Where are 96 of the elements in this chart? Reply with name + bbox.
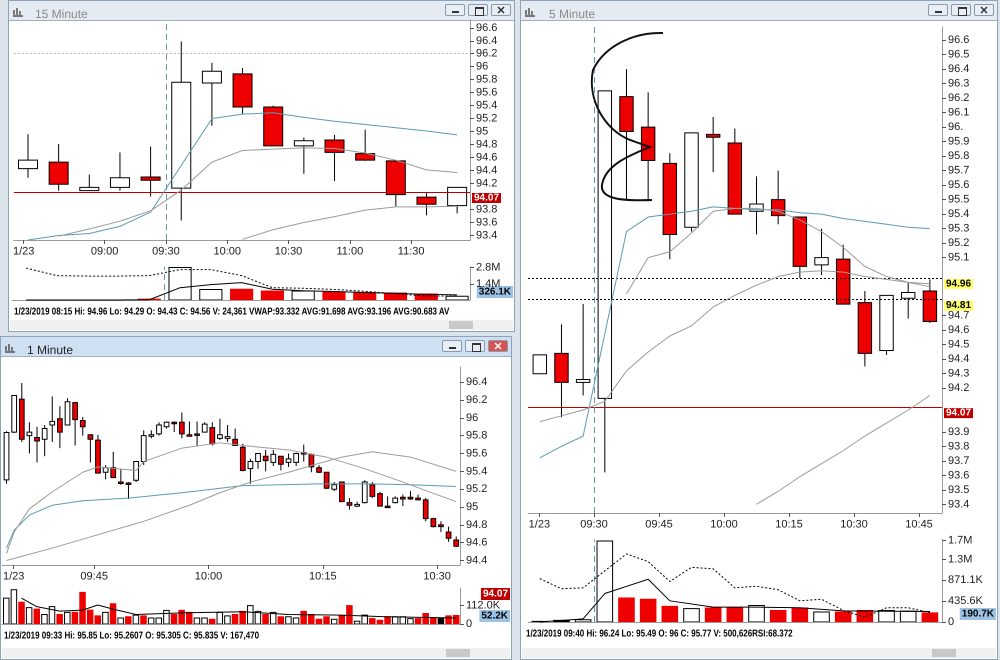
x-tick-label: 10:00 [710, 518, 738, 530]
x-tick-label: 09:00 [90, 246, 118, 258]
y-tick-label: 2.8M [476, 262, 500, 274]
x-tick-label: 10:15 [775, 518, 803, 530]
y-tick-label: 93.6 [948, 469, 970, 482]
y-tick-label: 94.6 [948, 324, 970, 336]
y-tick-label: 94.6 [466, 536, 488, 549]
y-tick-label: 95.8 [948, 150, 970, 162]
x-tick-label: 10:45 [905, 518, 933, 530]
x-tick-label: 09:30 [580, 518, 608, 530]
text: 326.1K [478, 286, 512, 298]
y-tick-label: 0 [948, 616, 954, 628]
y-tick-label: 95.6 [466, 448, 488, 460]
y-tick-label: 94.3 [948, 368, 970, 380]
x-tick-label: 10:30 [840, 518, 868, 530]
y-tick-label: 95.2 [948, 237, 970, 250]
y-tick-label: 93.4 [476, 229, 498, 242]
y-tick-label: 94.2 [476, 178, 498, 190]
y-tick-label: 95.4 [466, 465, 488, 478]
y-tick-label: 93.8 [948, 440, 970, 452]
text: 1/23/2019 08:15 Hi: 94.96 Lo: 94.29 O: 94.43 C: 94.56 V: 24,361 VWAP:93.332 AVG:91.698 AVG:93.196 AVG:90.683 AV [14, 305, 450, 317]
y-tick-label: 93.4 [948, 498, 970, 510]
y-tick-label: 94.2 [948, 382, 970, 394]
y-tick-label: 96.4 [466, 376, 488, 388]
y-tick-label: 94.6 [476, 152, 498, 164]
y-tick-label: 94.8 [476, 138, 498, 151]
y-tick-label: 95.8 [466, 430, 488, 442]
y-tick-label: 96.5 [948, 48, 970, 61]
ref-line-label: 94.07 [946, 408, 972, 419]
y-tick-label: 95.6 [948, 179, 970, 192]
y-tick-label: 95.2 [476, 112, 498, 125]
y-tick-label: 96 [466, 412, 478, 424]
y-tick-label: 93.5 [948, 484, 970, 496]
y-tick-label: 95.7 [948, 164, 970, 177]
y-tick-label: 1.7M [948, 534, 972, 546]
y-tick-label: 95.6 [476, 86, 498, 99]
x-tick-label: 1/23 [528, 518, 550, 530]
y-tick-label: 94.4 [476, 164, 498, 177]
y-tick-label: 95.4 [948, 208, 970, 220]
y-tick-label: 93.8 [476, 204, 498, 216]
y-tick-label: 96.3 [948, 78, 970, 90]
y-tick-label: 95 [466, 501, 478, 514]
chart-title: 1 Minute [27, 343, 74, 357]
y-tick-label: 95 [476, 126, 488, 138]
y-tick-label: 96.2 [948, 92, 970, 104]
y-tick-label: 96.4 [476, 34, 498, 47]
y-tick-label: 94.5 [948, 338, 970, 351]
y-tick-label: 94.4 [466, 554, 488, 567]
y-tick-label: 96. [948, 121, 964, 134]
chart-title: 15 Minute [35, 7, 88, 21]
text: 1/23/2019 09:40 Hi: 96.24 Lo: 95.49 O: 96 C: 95.77 V: 500,626RSI:68.372 [526, 627, 793, 639]
x-tick-label: 1/23 [2, 570, 24, 582]
x-tick-label: 10:00 [194, 570, 222, 582]
text: 190.7K [962, 608, 995, 620]
x-tick-label: 10:30 [423, 570, 451, 582]
ref-line-label: 94.07 [474, 192, 500, 204]
y-tick-label: 95.8 [476, 74, 498, 86]
y-tick-label: 96.1 [948, 106, 970, 119]
y-tick-label: 93.9 [948, 426, 970, 438]
y-tick-label: 95.2 [466, 483, 488, 496]
x-tick-label: 10:30 [274, 246, 302, 258]
x-tick-label: 10:00 [213, 246, 241, 258]
x-tick-label: 09:30 [152, 246, 180, 258]
y-tick-label: 94.7 [948, 310, 970, 322]
y-tick-label: 95.1 [948, 252, 970, 264]
y-tick-label: 96.6 [948, 34, 970, 46]
ref-line-label: 94.96 [946, 278, 972, 290]
y-tick-label: 871.1K [948, 574, 984, 586]
y-tick-label: 96.4 [948, 63, 970, 76]
y-tick-label: 96.2 [466, 394, 488, 406]
y-tick-label: 96.2 [476, 48, 498, 60]
x-tick-label: 11:30 [398, 246, 425, 258]
text: 52.2K [481, 610, 509, 622]
y-tick-label: 95.3 [948, 222, 970, 235]
y-tick-label: 93.7 [948, 454, 970, 467]
y-tick-label: 96 [476, 60, 488, 73]
y-tick-label: 95.4 [476, 100, 498, 112]
x-tick-label: 10:15 [309, 570, 337, 582]
y-tick-label: 95.5 [948, 194, 970, 206]
y-tick-label: 93.6 [476, 216, 498, 228]
y-tick-label: 95.9 [948, 136, 970, 148]
x-tick-label: 1/23 [12, 246, 34, 258]
x-tick-label: 11:00 [336, 246, 364, 258]
chart-title: 5 Minute [549, 7, 596, 21]
x-tick-label: 09:45 [80, 570, 108, 582]
x-tick-label: 09:45 [645, 518, 673, 530]
ref-line-label: 94.81 [946, 300, 972, 312]
y-tick-label: 96.6 [476, 22, 498, 34]
y-tick-label: 94.8 [466, 518, 488, 531]
y-tick-label: 435.6K [948, 595, 984, 608]
y-tick-label: 1.3M [948, 554, 972, 566]
y-tick-label: 0 [466, 618, 472, 630]
y-tick-label: 112.0K [466, 600, 501, 612]
text: 94.07 [482, 588, 508, 600]
text: 1/23/2019 09:33 Hi: 95.85 Lo: 95.2607 O: 95.305 C: 95.835 V: 167,470 [4, 629, 260, 641]
y-tick-label: 94.4 [948, 353, 970, 366]
